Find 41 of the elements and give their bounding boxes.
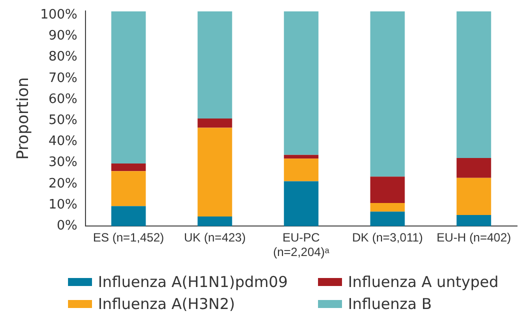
bar — [111, 206, 146, 226]
y-axis-title: Proportion — [12, 77, 32, 160]
bar — [198, 11, 232, 118]
bar — [198, 118, 232, 128]
bar — [111, 163, 146, 172]
bar — [456, 215, 492, 226]
bar — [284, 154, 318, 159]
y-tick-label: 20% — [48, 176, 78, 192]
bar — [111, 171, 146, 206]
x-tick-label: UK (n=423) — [184, 230, 246, 245]
bar — [284, 158, 318, 182]
y-tick-label: 90% — [48, 28, 78, 44]
legend-label: Influenza A(H1N1)pdm09 — [98, 273, 288, 291]
bar — [111, 11, 146, 164]
y-tick-label: 100% — [40, 7, 78, 22]
legend-label: Influenza A untyped — [348, 273, 499, 291]
legend-label: Influenza B — [348, 295, 432, 313]
bar — [198, 128, 232, 216]
x-tick-label: ES (n=1,452) — [93, 230, 164, 245]
y-tick-label: 80% — [48, 50, 78, 65]
x-tick-label: EU-PC (n=2,204)ᵃ — [273, 230, 330, 260]
y-tick-label: 10% — [48, 197, 78, 212]
bar — [370, 202, 405, 212]
y-tick-label: 30% — [48, 155, 78, 170]
bar — [198, 216, 232, 226]
y-tick-label: 50% — [48, 112, 78, 128]
bar — [370, 11, 405, 177]
bar — [284, 11, 318, 155]
bar — [456, 158, 492, 178]
bar — [456, 178, 492, 216]
bar — [456, 11, 492, 158]
legend-label: Influenza A(H3N2) — [98, 295, 236, 313]
y-tick-label: 0% — [56, 218, 78, 234]
x-tick-label: EU-H (n=402) — [436, 230, 512, 245]
y-tick-label: 60% — [48, 92, 78, 107]
bar — [370, 212, 405, 226]
bar — [284, 181, 318, 226]
bar — [370, 176, 405, 203]
y-tick-label: 70% — [48, 70, 78, 86]
x-tick-label: DK (n=3,011) — [352, 230, 423, 245]
y-tick-label: 40% — [48, 134, 78, 150]
